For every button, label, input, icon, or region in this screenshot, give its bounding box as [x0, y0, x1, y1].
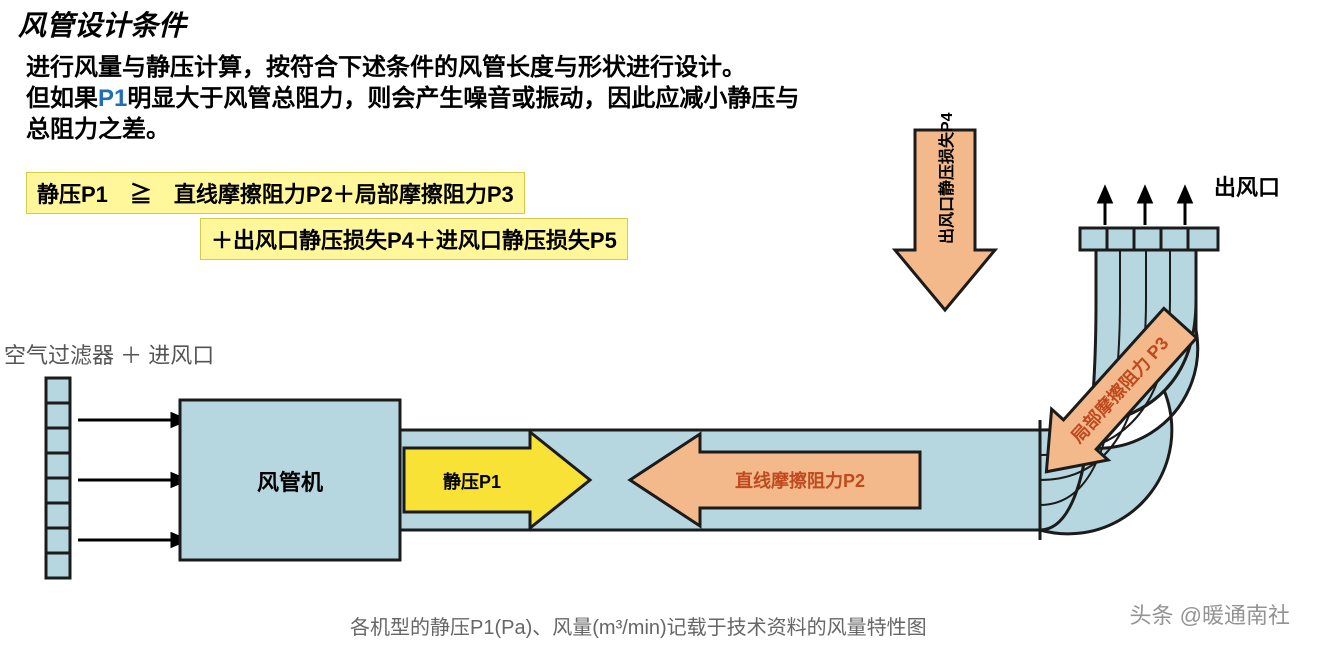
inlet-grill-icon — [46, 378, 70, 578]
fan-unit-label: 风管机 — [257, 470, 323, 495]
svg-text:出风口静压损失P4: 出风口静压损失P4 — [937, 112, 956, 244]
svg-text:直线摩擦阻力P2: 直线摩擦阻力P2 — [735, 470, 865, 491]
svg-text:静压P1: 静压P1 — [443, 471, 501, 492]
arrow-p4: 出风口静压损失P4 — [895, 112, 995, 310]
outlet-arrows-icon — [1099, 188, 1191, 225]
footer-note: 各机型的静压P1(Pa)、风量(m³/min)记载于技术资料的风量特性图 — [350, 611, 927, 640]
inlet-arrows-icon — [78, 414, 186, 546]
diagram-svg: 风管机 静压P1 — [0, 0, 1320, 648]
outlet-grill-icon — [1080, 228, 1218, 250]
watermark-text: 头条 @暖通南社 — [1130, 598, 1290, 630]
